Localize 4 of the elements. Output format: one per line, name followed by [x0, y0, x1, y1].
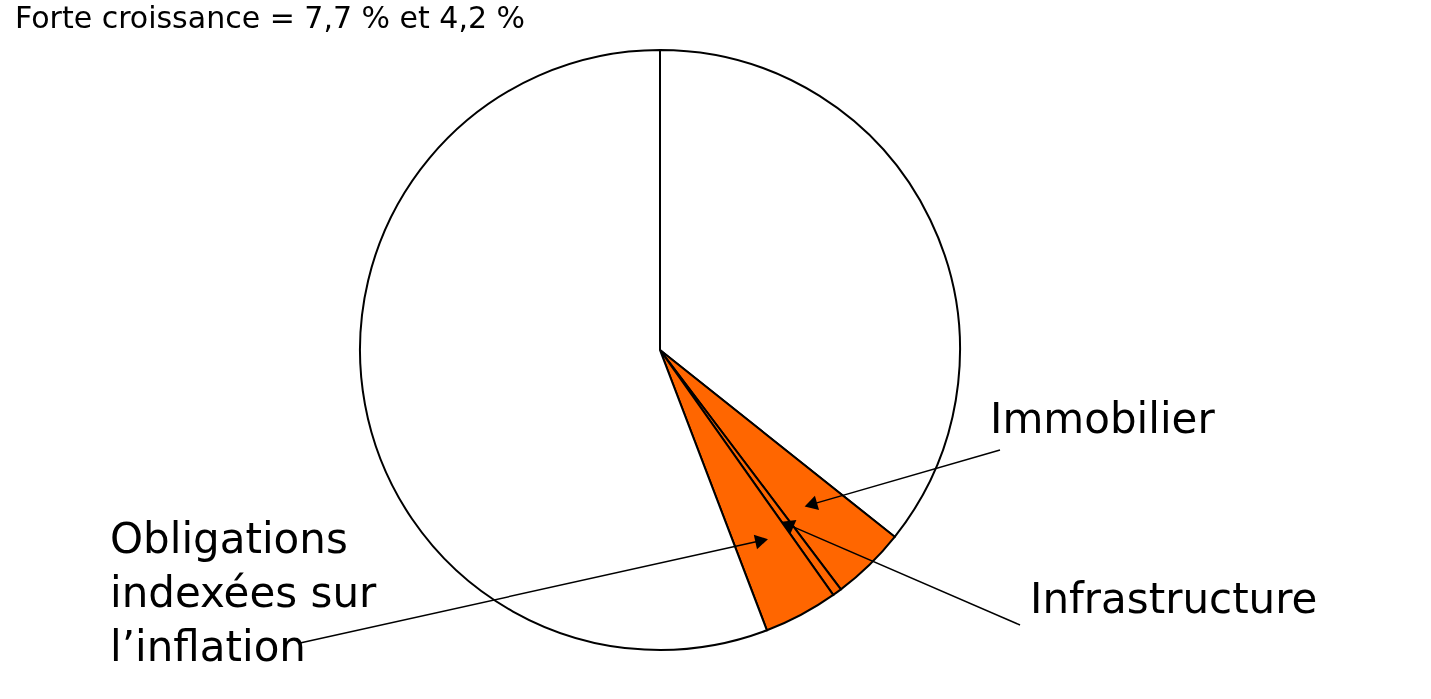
slice-label: Infrastructure [1030, 574, 1318, 623]
chart-title: Forte croissance = 7,7 % et 4,2 % [15, 0, 526, 35]
slice-label: Obligations indexées sur l’inflation [110, 514, 378, 671]
slice-label: Immobilier [990, 394, 1216, 443]
